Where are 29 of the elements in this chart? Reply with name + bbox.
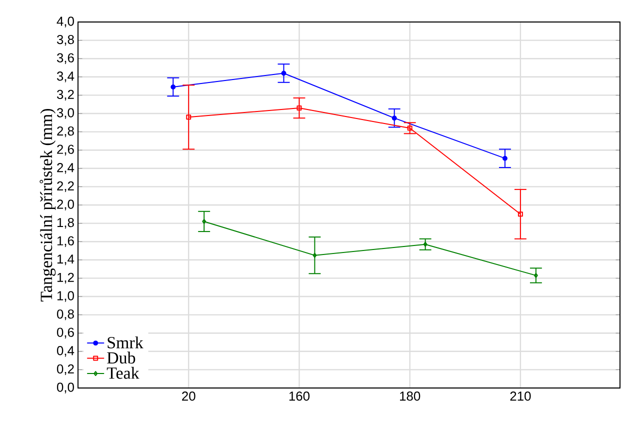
y-tick-label: 1,6 <box>57 236 74 247</box>
y-tick-label: 0,4 <box>56 346 74 357</box>
y-tick-label: 3,4 <box>56 72 74 82</box>
y-tick-label: 2,8 <box>57 126 74 138</box>
y-tick-label: 1,0 <box>57 291 74 302</box>
y-tick-label: 1,4 <box>57 254 74 266</box>
y-tick-label: 3,0 <box>56 108 74 119</box>
x-tick-label: 210 <box>510 392 531 401</box>
legend-label: Smrk <box>108 336 144 348</box>
y-tick-label: 0,2 <box>56 364 74 376</box>
y-axis-title: Tangenciální přírůstek (mm) <box>40 108 56 302</box>
y-tick-label: 2,6 <box>57 144 74 156</box>
x-tick-label: 160 <box>289 392 310 401</box>
y-tick-label: 2,2 <box>57 181 74 192</box>
legend-label: Teak <box>106 366 140 379</box>
y-tick-label: 0,6 <box>56 328 74 338</box>
y-tick-label: 0,0 <box>56 382 74 394</box>
y-tick-label: 0,8 <box>56 309 74 320</box>
legend-label: Dub <box>107 352 136 364</box>
y-tick-label: 2,4 <box>57 163 74 174</box>
y-tick-label: 3,2 <box>56 90 74 101</box>
x-tick-label: 20 <box>182 392 196 401</box>
x-tick-label: 180 <box>400 392 420 401</box>
y-tick-label: 2,0 <box>57 200 74 210</box>
y-tick-label: 1,2 <box>57 272 74 284</box>
y-tick-label: 3,8 <box>56 34 74 46</box>
y-tick-label: 3,6 <box>56 53 74 64</box>
y-tick-label: 4,0 <box>56 16 74 28</box>
y-tick-label: 1,8 <box>57 218 74 229</box>
